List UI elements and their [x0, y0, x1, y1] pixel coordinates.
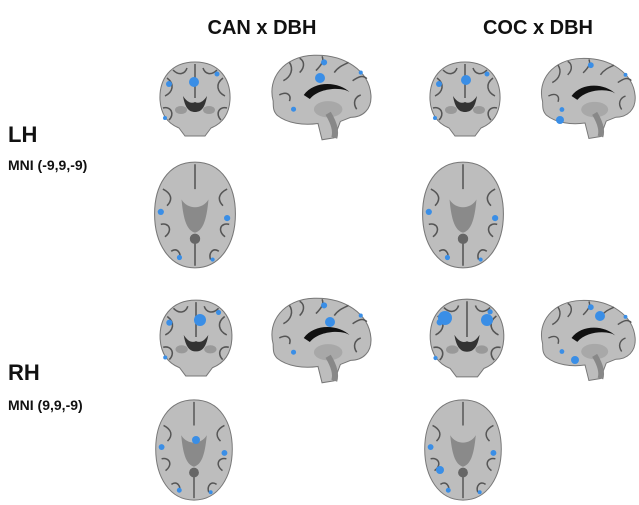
row-label: LH — [8, 122, 37, 147]
axial-slice — [153, 161, 237, 269]
column-header: COC x DBH — [483, 17, 593, 39]
axial-slice — [421, 161, 505, 269]
coronal-slice — [429, 298, 505, 378]
row-label: RH — [8, 360, 40, 385]
sagittal-slice — [272, 298, 371, 383]
column-header: CAN x DBH — [208, 17, 317, 39]
sagittal-slice — [272, 55, 371, 140]
row-coords: MNI (-9,9,-9) — [8, 157, 87, 173]
activation-overlay — [189, 73, 605, 474]
row-coords: MNI (9,9,-9) — [8, 397, 83, 413]
axial-slice — [423, 399, 503, 501]
sagittal-slice — [541, 58, 635, 138]
coronal-slice — [429, 61, 501, 137]
sagittal-slice — [541, 300, 635, 380]
coronal-slice — [159, 61, 231, 137]
axial-slice — [154, 399, 234, 501]
coronal-slice — [159, 299, 233, 377]
